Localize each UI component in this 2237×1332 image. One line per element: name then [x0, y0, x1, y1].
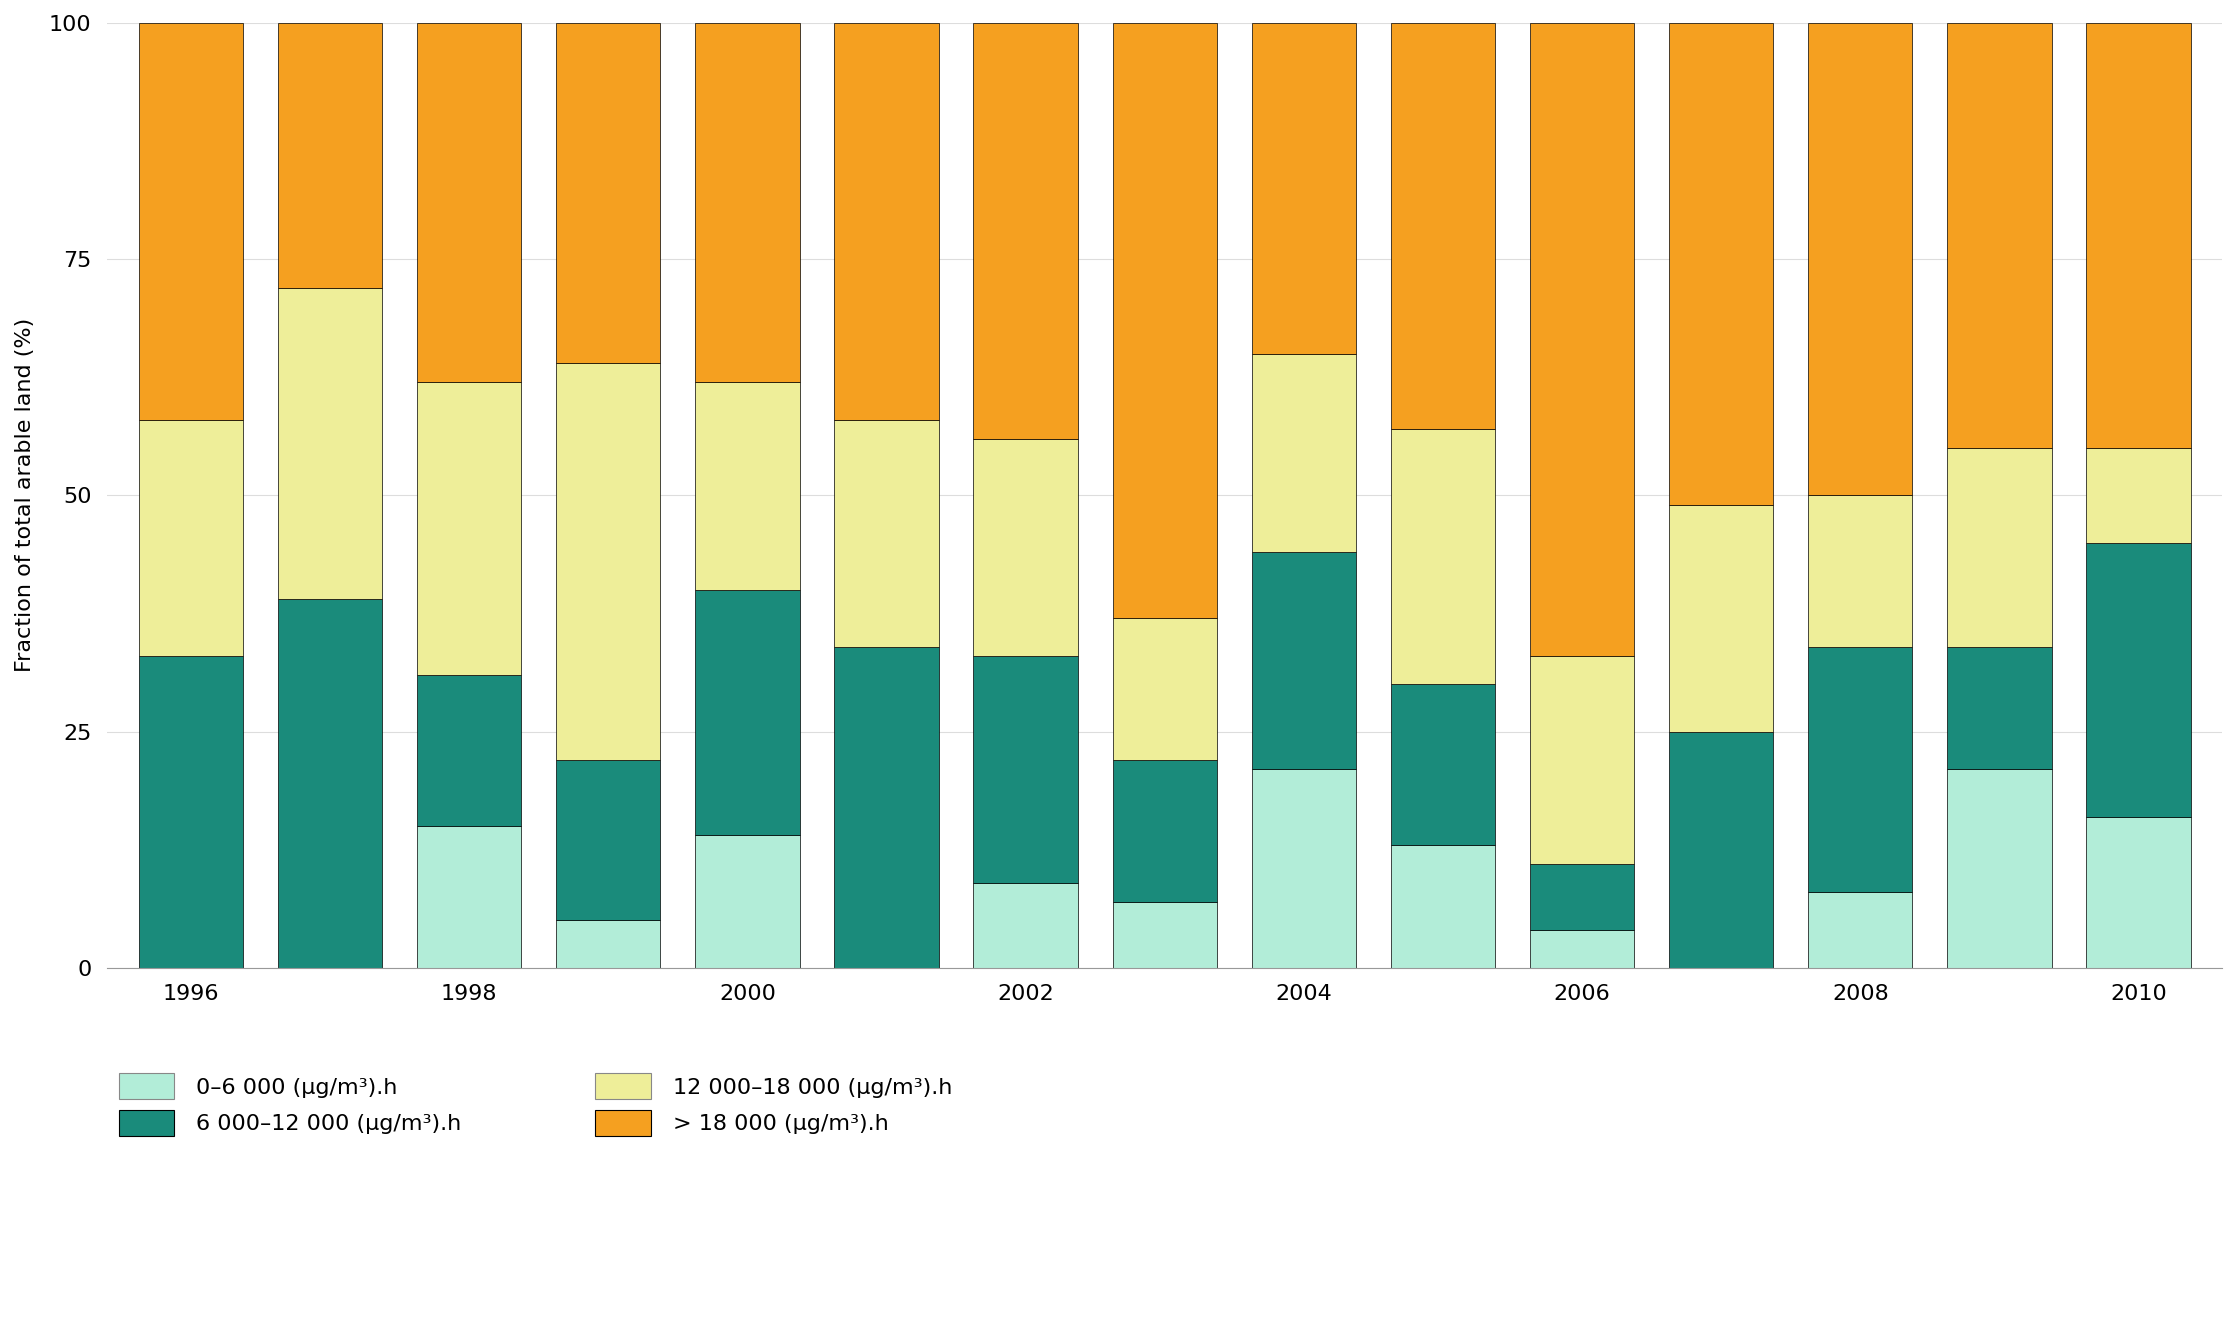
Bar: [1669, 505, 1774, 731]
Bar: [1669, 731, 1774, 968]
Bar: [416, 23, 521, 382]
Bar: [2087, 448, 2190, 542]
Bar: [1530, 930, 1635, 968]
Bar: [2087, 817, 2190, 968]
Bar: [1530, 863, 1635, 930]
Bar: [1807, 496, 1913, 646]
Legend: 0–6 000 (μg/m³).h, 6 000–12 000 (μg/m³).h, 12 000–18 000 (μg/m³).h, > 18 000 (μg: 0–6 000 (μg/m³).h, 6 000–12 000 (μg/m³).…: [119, 1074, 953, 1136]
Bar: [1253, 23, 1356, 354]
Bar: [277, 23, 383, 288]
Bar: [2087, 542, 2190, 817]
Bar: [277, 288, 383, 599]
Bar: [1946, 770, 2051, 968]
Bar: [139, 23, 244, 420]
Bar: [139, 655, 244, 968]
Bar: [1946, 646, 2051, 770]
Bar: [1112, 902, 1217, 968]
Bar: [277, 599, 383, 968]
Bar: [416, 826, 521, 968]
Bar: [973, 23, 1078, 438]
Bar: [1253, 551, 1356, 770]
Bar: [1946, 23, 2051, 448]
Bar: [973, 438, 1078, 655]
Bar: [557, 364, 660, 759]
Bar: [557, 920, 660, 968]
Bar: [696, 590, 799, 835]
Bar: [557, 23, 660, 364]
Bar: [1530, 655, 1635, 863]
Bar: [1391, 844, 1494, 968]
Bar: [1807, 23, 1913, 496]
Bar: [1253, 770, 1356, 968]
Bar: [1112, 759, 1217, 902]
Bar: [1112, 23, 1217, 618]
Bar: [973, 883, 1078, 968]
Bar: [696, 835, 799, 968]
Bar: [1807, 892, 1913, 968]
Bar: [834, 646, 940, 968]
Bar: [1391, 429, 1494, 685]
Bar: [834, 420, 940, 646]
Bar: [1253, 354, 1356, 551]
Bar: [1112, 618, 1217, 759]
Bar: [1391, 685, 1494, 844]
Bar: [696, 23, 799, 382]
Bar: [834, 23, 940, 420]
Bar: [1807, 646, 1913, 892]
Bar: [1391, 23, 1494, 429]
Bar: [1669, 23, 1774, 505]
Y-axis label: Fraction of total arable land (%): Fraction of total arable land (%): [16, 318, 36, 673]
Bar: [416, 382, 521, 675]
Bar: [973, 655, 1078, 883]
Bar: [696, 382, 799, 590]
Bar: [1530, 23, 1635, 655]
Bar: [2087, 23, 2190, 448]
Bar: [139, 420, 244, 655]
Bar: [1946, 448, 2051, 646]
Bar: [416, 675, 521, 826]
Bar: [557, 759, 660, 920]
